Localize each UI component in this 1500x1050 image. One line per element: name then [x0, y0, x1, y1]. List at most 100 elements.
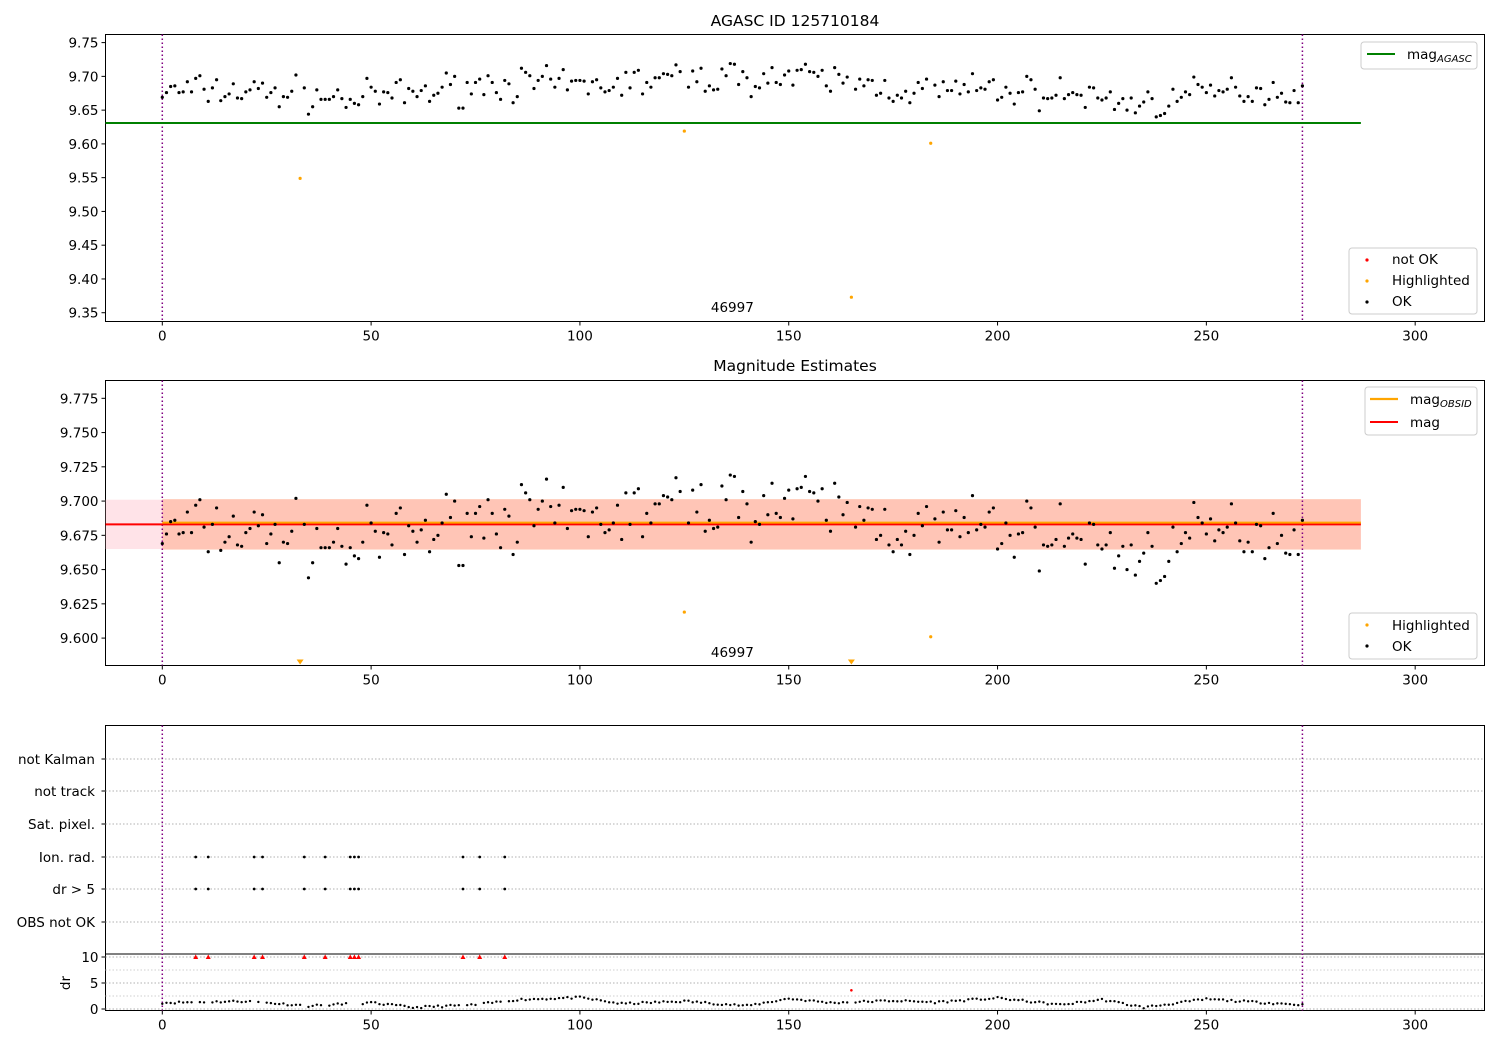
dr-point [1205, 997, 1208, 1000]
dr-point [1271, 1002, 1275, 1006]
dr-point [812, 999, 815, 1002]
ok-point [895, 537, 899, 542]
ok-point [741, 70, 745, 74]
ok-point [1121, 97, 1125, 101]
ok-point [423, 518, 428, 522]
ok-point [465, 511, 469, 516]
ok-point [223, 95, 227, 99]
ok-point [1004, 85, 1008, 89]
ok-point [924, 77, 929, 81]
dr-point [1071, 1002, 1074, 1006]
dr-point [1142, 1007, 1145, 1010]
ok-point [515, 95, 519, 99]
ok-point [1284, 100, 1288, 104]
dr-point [829, 1000, 832, 1004]
dr-point [879, 999, 882, 1002]
dr-point [766, 1001, 770, 1004]
ok-point [636, 68, 640, 72]
ok-point [223, 540, 227, 544]
ok-point [219, 99, 223, 103]
ok-point [189, 530, 194, 535]
ok-point [1146, 530, 1150, 535]
ok-point [515, 540, 519, 544]
ok-point [1175, 550, 1179, 554]
legend-swatch-not-ok [1365, 258, 1369, 262]
x-tick-label: 300 [1402, 329, 1428, 345]
ok-point [423, 84, 428, 88]
ok-point [1071, 90, 1075, 95]
dr-point [248, 999, 252, 1003]
ok-point [1079, 93, 1083, 97]
dr-point [1180, 1000, 1183, 1004]
ok-point [461, 563, 465, 568]
ok-point [1025, 499, 1029, 503]
ok-point [774, 80, 778, 85]
dr-point [186, 1001, 189, 1004]
dr-point [486, 1001, 490, 1004]
dr-point [712, 1003, 715, 1006]
dr-point [278, 1002, 281, 1006]
ok-point [975, 528, 979, 532]
ok-point [732, 474, 737, 479]
dr-point [374, 1001, 377, 1004]
dr-point [1196, 998, 1200, 1001]
ok-point [891, 99, 895, 103]
ok-point [244, 530, 248, 535]
dr-point [520, 997, 523, 1001]
ok-point [1083, 562, 1087, 566]
ok-point [661, 72, 666, 76]
dr-point [390, 1002, 394, 1006]
dr-point [603, 1000, 607, 1003]
ok-point [453, 74, 457, 78]
ok-point [966, 530, 970, 535]
ok-point [624, 70, 628, 74]
dr-point [562, 996, 565, 1000]
ok-point [720, 484, 724, 488]
flag-point [348, 887, 352, 891]
x-tick-label: 100 [567, 329, 593, 345]
ok-point [348, 97, 352, 101]
ok-point [369, 521, 373, 525]
dr-point [173, 1002, 177, 1005]
ok-point [874, 93, 879, 97]
obsid-label-agasc: 46997 [711, 300, 754, 316]
flag-point [206, 887, 210, 891]
ok-point [987, 510, 991, 514]
ok-point [557, 503, 561, 507]
ok-point [1046, 544, 1050, 548]
ok-point [912, 533, 916, 537]
dr-point [1025, 1000, 1028, 1003]
ok-point [924, 504, 929, 509]
dr-point [181, 1001, 185, 1004]
y-tick-label: 9.35 [68, 306, 98, 322]
ok-point [1142, 100, 1146, 104]
ok-point [695, 510, 699, 514]
dr-point [1125, 1003, 1129, 1007]
ok-point [177, 532, 181, 536]
ok-point [895, 93, 899, 97]
dr-point [202, 1001, 206, 1004]
flag-point [357, 855, 360, 859]
ok-point [160, 541, 164, 546]
ok-point [1217, 88, 1221, 93]
dr-point [315, 1003, 319, 1006]
ok-point [1054, 537, 1058, 542]
ok-point [958, 92, 962, 96]
ok-point [954, 79, 958, 83]
ok-point [586, 535, 590, 539]
flag-row-label-ion-rad: Ion. rad. [39, 850, 95, 866]
x-tick-label: 0 [158, 1018, 167, 1034]
ok-point [858, 77, 862, 81]
ok-point [1000, 95, 1004, 99]
ok-point [916, 511, 920, 516]
ok-point [189, 90, 194, 94]
ok-point [427, 99, 432, 103]
dr-point [666, 1000, 669, 1004]
ok-point [432, 93, 436, 97]
dr-point [1221, 998, 1225, 1001]
dr-point [428, 1004, 431, 1008]
legend-label-mag: mag [1410, 415, 1440, 431]
ok-point [352, 554, 357, 558]
ok-point [883, 507, 887, 511]
ok-point [1188, 536, 1192, 540]
